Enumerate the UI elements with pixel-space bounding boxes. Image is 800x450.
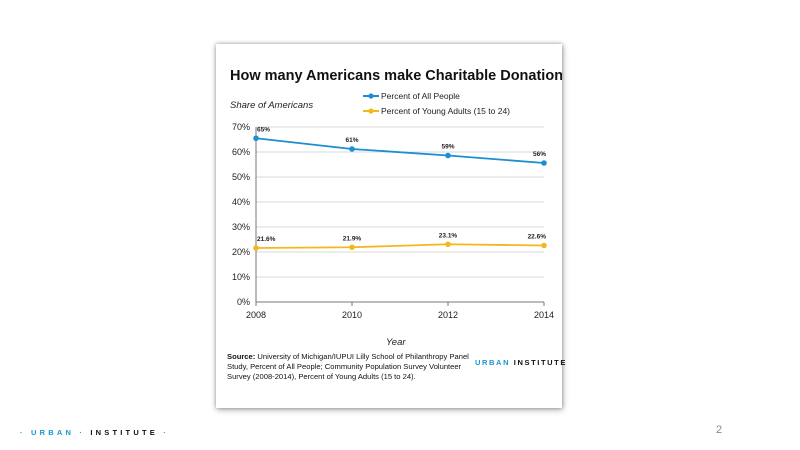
data-label: 61% bbox=[345, 137, 358, 144]
footer-logo-separator: · bbox=[79, 428, 86, 437]
data-label: 59% bbox=[441, 144, 454, 151]
card-logo: URBAN INSTITUTE bbox=[475, 358, 567, 367]
footer-logo-dot-end: · bbox=[163, 428, 169, 437]
legend-marker bbox=[368, 93, 374, 99]
chart-card: How many Americans make Charitable Donat… bbox=[216, 44, 565, 408]
data-point bbox=[541, 160, 547, 166]
source-note: Source: University of Michigan/IUPUI Lil… bbox=[227, 352, 477, 382]
x-tick-label: 2012 bbox=[438, 310, 458, 320]
series-line-1 bbox=[255, 243, 545, 249]
x-tick-label: 2010 bbox=[342, 310, 362, 320]
data-point bbox=[253, 245, 259, 251]
data-label: 21.6% bbox=[257, 236, 276, 243]
line-chart: How many Americans make Charitable Donat… bbox=[230, 68, 562, 348]
x-axis-label: Year bbox=[386, 337, 406, 348]
legend-label: Percent of Young Adults (15 to 24) bbox=[381, 106, 510, 116]
data-point bbox=[349, 146, 355, 152]
y-tick-label: 70% bbox=[232, 122, 250, 132]
source-label: Source: bbox=[227, 352, 256, 361]
x-tick-label: 2014 bbox=[534, 310, 554, 320]
legend-label: Percent of All People bbox=[381, 91, 460, 101]
data-point bbox=[445, 241, 451, 248]
data-point bbox=[445, 152, 451, 159]
card-logo-institute: INSTITUTE bbox=[513, 358, 567, 367]
y-tick-label: 20% bbox=[232, 247, 250, 257]
series-line-0 bbox=[255, 137, 545, 164]
x-tick-label: 2008 bbox=[246, 310, 266, 320]
data-point bbox=[541, 242, 547, 249]
data-point bbox=[253, 135, 259, 142]
chart-title: How many Americans make Charitable Donat… bbox=[230, 68, 562, 84]
y-tick-label: 60% bbox=[232, 147, 250, 157]
data-label: 23.1% bbox=[439, 232, 458, 239]
y-axis-label: Share of Americans bbox=[230, 100, 313, 111]
y-tick-label: 50% bbox=[232, 172, 250, 182]
data-label: 22.6% bbox=[528, 234, 547, 241]
card-logo-urban: URBAN bbox=[475, 358, 511, 367]
legend-marker bbox=[368, 108, 374, 114]
data-label: 65% bbox=[257, 126, 270, 133]
footer-logo-institute: INSTITUTE bbox=[90, 428, 158, 437]
data-label: 21.9% bbox=[343, 235, 362, 242]
y-tick-label: 30% bbox=[232, 222, 250, 232]
footer-logo: · URBAN · INSTITUTE · bbox=[20, 428, 169, 437]
data-label: 56% bbox=[533, 151, 546, 158]
footer-logo-urban: URBAN bbox=[31, 428, 75, 437]
y-tick-label: 40% bbox=[232, 197, 250, 207]
source-text: University of Michigan/IUPUI Lilly Schoo… bbox=[227, 352, 469, 381]
footer-logo-dot: · bbox=[20, 428, 26, 437]
y-tick-label: 10% bbox=[232, 272, 250, 282]
page-number: 2 bbox=[716, 424, 723, 436]
y-tick-label: 0% bbox=[237, 297, 250, 307]
data-point bbox=[349, 244, 355, 251]
